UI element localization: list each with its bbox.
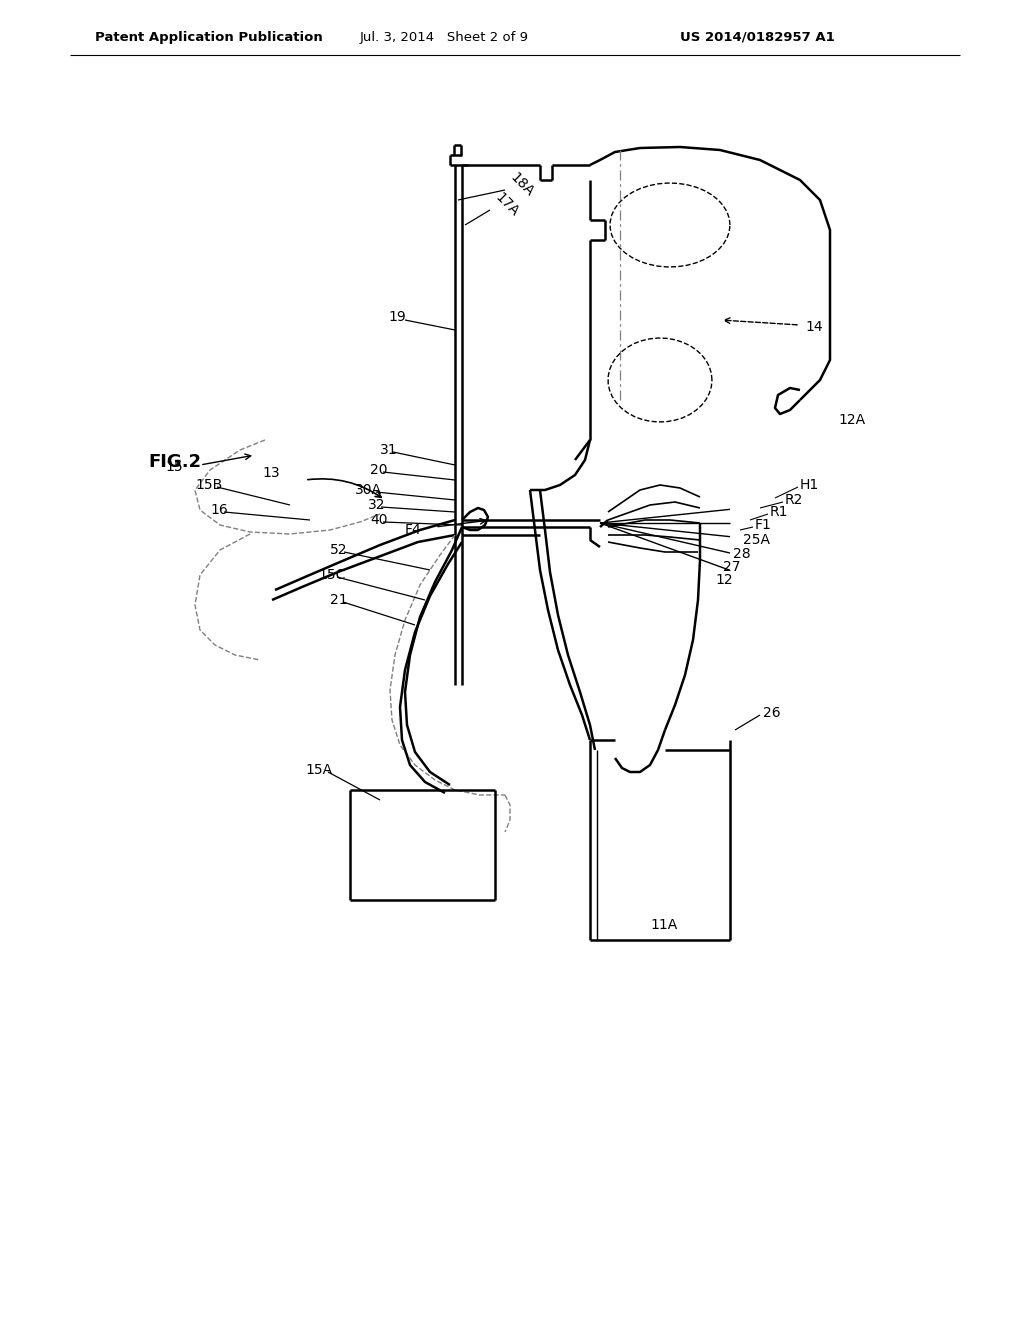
Text: 13: 13 [262, 466, 280, 480]
Text: 12: 12 [715, 573, 732, 587]
Text: 30A: 30A [355, 483, 382, 498]
Text: Jul. 3, 2014   Sheet 2 of 9: Jul. 3, 2014 Sheet 2 of 9 [360, 30, 529, 44]
Text: 18A: 18A [507, 170, 537, 199]
Text: F4: F4 [406, 523, 422, 537]
Text: 21: 21 [330, 593, 347, 607]
Text: FIG.2: FIG.2 [148, 453, 201, 471]
Text: 14: 14 [805, 319, 822, 334]
Text: 20: 20 [370, 463, 387, 477]
Text: 17A: 17A [492, 190, 521, 219]
Text: 28: 28 [733, 546, 751, 561]
Text: 26: 26 [763, 706, 780, 719]
Text: 25A: 25A [743, 533, 770, 546]
Text: 11A: 11A [650, 917, 677, 932]
Text: R1: R1 [770, 506, 788, 519]
Text: 40: 40 [370, 513, 387, 527]
Text: 15A: 15A [305, 763, 332, 777]
Text: 15B: 15B [195, 478, 222, 492]
Text: 15: 15 [165, 459, 182, 474]
Text: 27: 27 [723, 560, 740, 574]
Text: 52: 52 [330, 543, 347, 557]
Text: 19: 19 [388, 310, 406, 323]
Text: H1: H1 [800, 478, 819, 492]
Text: Patent Application Publication: Patent Application Publication [95, 30, 323, 44]
Text: 12A: 12A [838, 413, 865, 426]
Text: R2: R2 [785, 492, 804, 507]
Text: 32: 32 [368, 498, 385, 512]
Text: F1: F1 [755, 517, 772, 532]
Text: 15C: 15C [318, 568, 345, 582]
Text: US 2014/0182957 A1: US 2014/0182957 A1 [680, 30, 835, 44]
Text: 16: 16 [210, 503, 227, 517]
Text: 31: 31 [380, 444, 397, 457]
